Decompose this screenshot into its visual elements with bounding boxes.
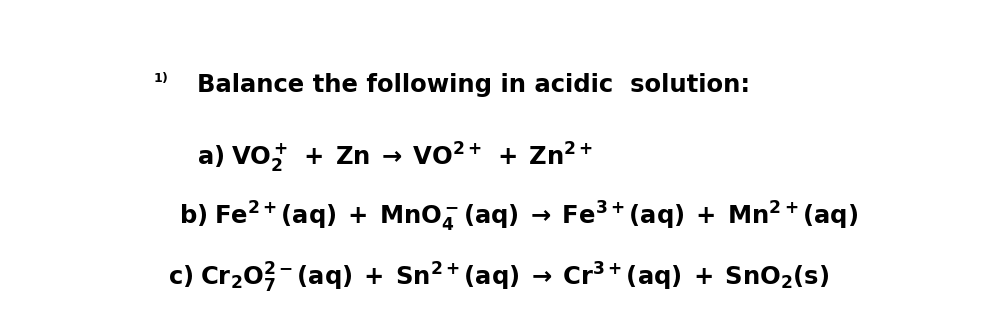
Text: $\mathbf{b)\;Fe^{2+}(aq)\;+\;MnO_4^-(aq)\;\rightarrow\;Fe^{3+}(aq)\;+\;Mn^{2+}(a: $\mathbf{b)\;Fe^{2+}(aq)\;+\;MnO_4^-(aq)…	[179, 200, 858, 234]
Text: $\mathbf{c)\;Cr_2O_7^{2-}(aq)\;+\;Sn^{2+}(aq)\;\rightarrow\;Cr^{3+}(aq)\;+\;SnO_: $\mathbf{c)\;Cr_2O_7^{2-}(aq)\;+\;Sn^{2+…	[168, 261, 830, 295]
Text: Balance the following in acidic  solution:: Balance the following in acidic solution…	[197, 73, 749, 97]
Text: $\mathbf{^{1)}}$: $\mathbf{^{1)}}$	[152, 73, 168, 91]
Text: $\mathbf{a)\;VO_2^+\;+\;Zn\;\rightarrow\;VO^{2+}\;+\;Zn^{2+}}$: $\mathbf{a)\;VO_2^+\;+\;Zn\;\rightarrow\…	[197, 141, 593, 176]
